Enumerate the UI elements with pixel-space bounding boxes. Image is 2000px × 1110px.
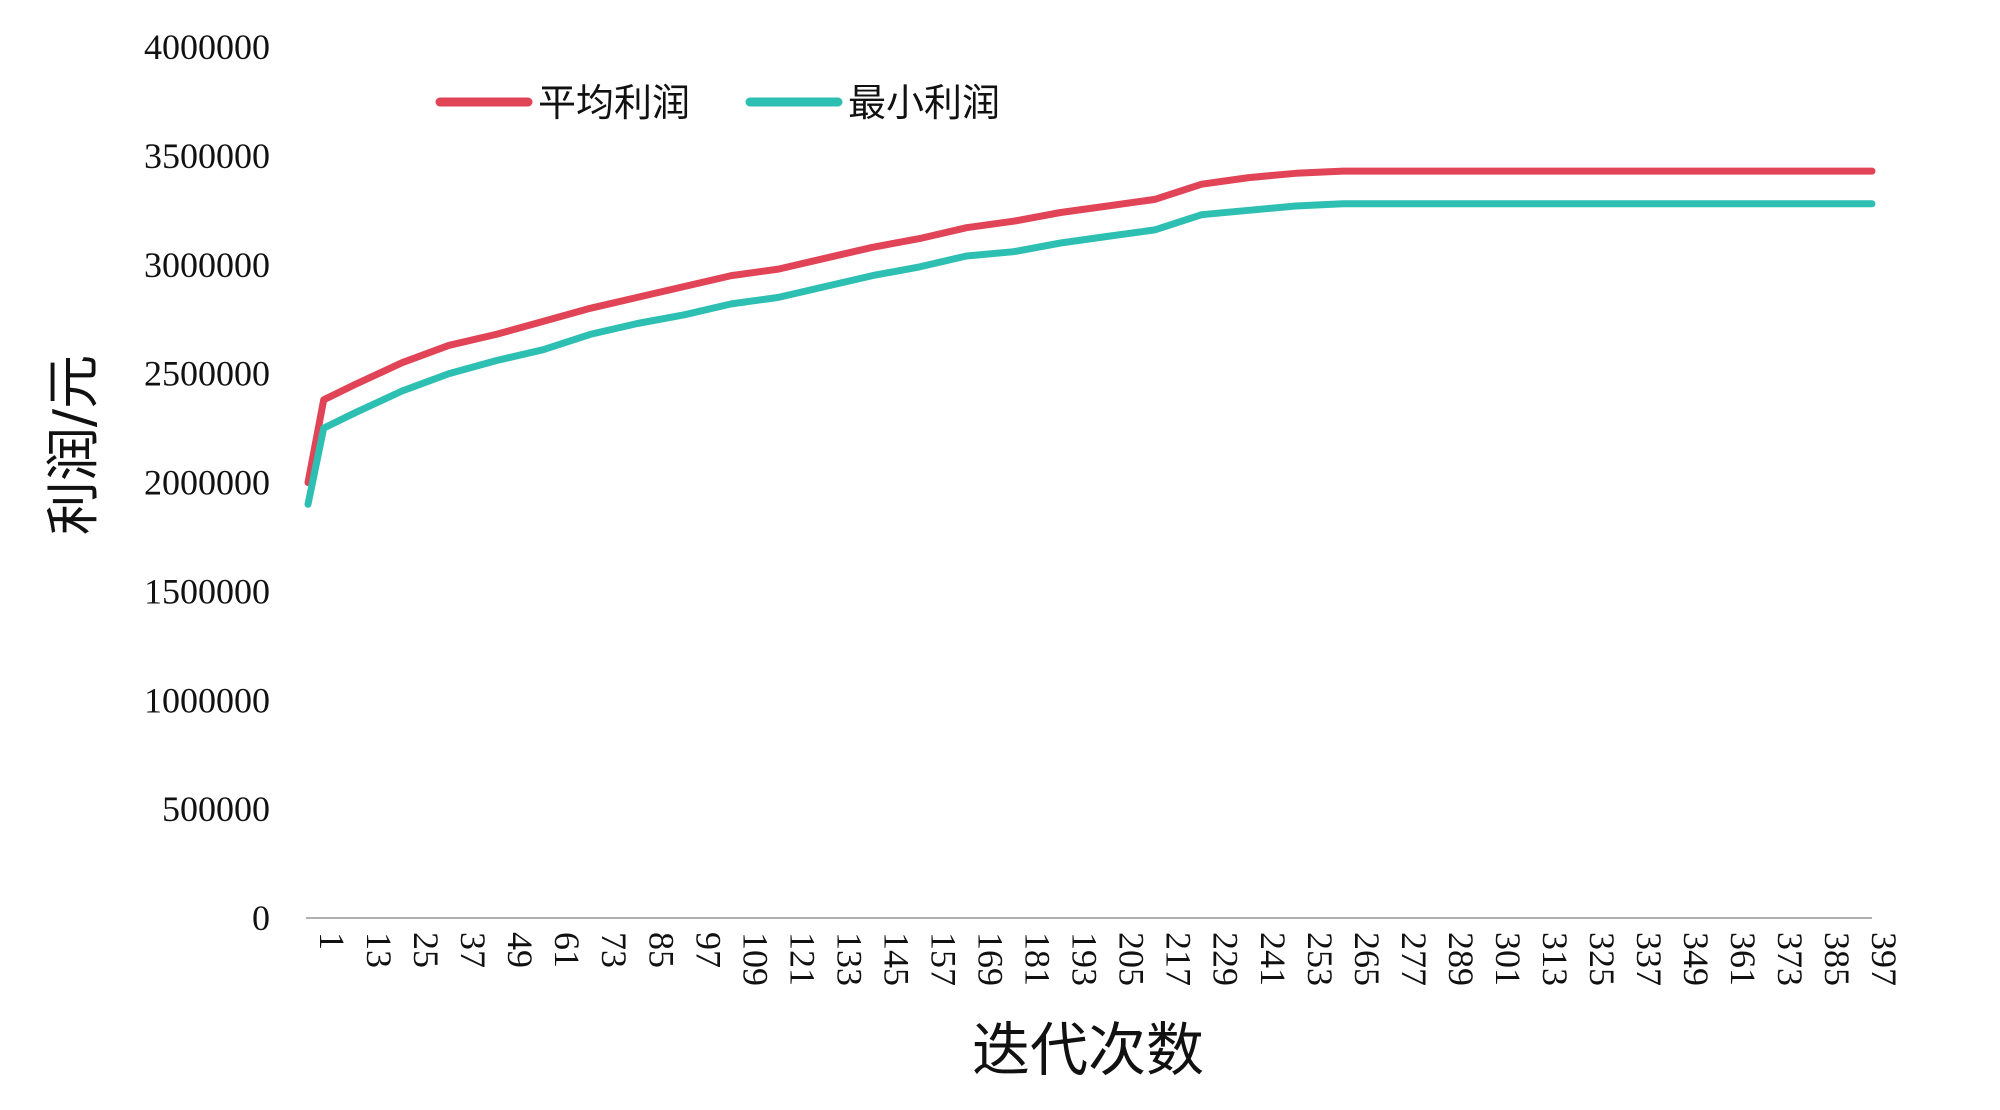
x-tick-label: 73 [594,932,634,968]
x-tick-label: 97 [688,932,728,968]
x-tick-label: 361 [1723,932,1763,986]
x-tick-label: 289 [1441,932,1481,986]
x-tick-label: 229 [1206,932,1246,986]
x-tick-label: 121 [782,932,822,986]
x-tick-label: 205 [1112,932,1152,986]
x-tick-label: 385 [1817,932,1857,986]
x-tick-label: 301 [1488,932,1528,986]
x-tick-label: 193 [1065,932,1105,986]
legend-item: 平均利润 [435,81,690,125]
x-tick-label: 181 [1018,932,1058,986]
x-tick-label: 169 [971,932,1011,986]
x-tick-label: 325 [1582,932,1622,986]
y-tick-label: 3000000 [144,245,270,285]
x-tick-label: 217 [1159,932,1199,986]
x-tick-label: 277 [1394,932,1434,986]
x-tick-label: 109 [735,932,775,986]
y-tick-label: 2500000 [144,354,270,394]
x-tick-label: 253 [1300,932,1340,986]
x-tick-label: 337 [1629,932,1669,986]
x-tick-label: 85 [641,932,681,968]
y-tick-label: 500000 [162,789,270,829]
x-tick-label: 133 [829,932,869,986]
x-tick-label: 37 [453,932,493,968]
x-tick-label: 145 [876,932,916,986]
x-tick-label: 25 [406,932,446,968]
y-tick-label: 3500000 [144,136,270,176]
y-tick-label: 1000000 [144,680,270,720]
series-lines [304,167,1876,508]
x-tick-label: 49 [500,932,540,968]
x-axis-label: 迭代次数 [972,1016,1204,1084]
x-tick-label: 313 [1535,932,1575,986]
x-tick-label: 241 [1253,932,1293,986]
legend-label: 平均利润 [538,81,690,125]
legend: 平均利润 最小利润 [435,81,1000,125]
y-tick-label: 1500000 [144,571,270,611]
x-tick-label: 13 [359,932,399,968]
y-axis-label: 利润/元 [42,355,105,535]
y-tick-label: 0 [252,898,270,938]
y-tick-labels: 0 500000 1000000 1500000 2000000 2500000 30000… [144,27,270,938]
x-tick-label: 397 [1864,932,1904,986]
x-tick-labels: 1 13 25 37 49 61 73 85 97 109 121 133 145 157 169 181 19… [312,932,1904,986]
x-tick-label: 157 [923,932,963,986]
series-line-1 [304,167,1876,486]
x-tick-label: 373 [1770,932,1810,986]
y-tick-label: 2000000 [144,463,270,503]
x-tick-label: 61 [547,932,587,968]
x-tick-label: 265 [1347,932,1387,986]
legend-label: 最小利润 [848,81,1000,125]
x-tick-label: 349 [1676,932,1716,986]
legend-item: 最小利润 [745,81,1000,125]
series-line-2 [304,200,1876,508]
y-tick-label: 4000000 [144,27,270,67]
x-tick-label: 1 [312,932,352,950]
